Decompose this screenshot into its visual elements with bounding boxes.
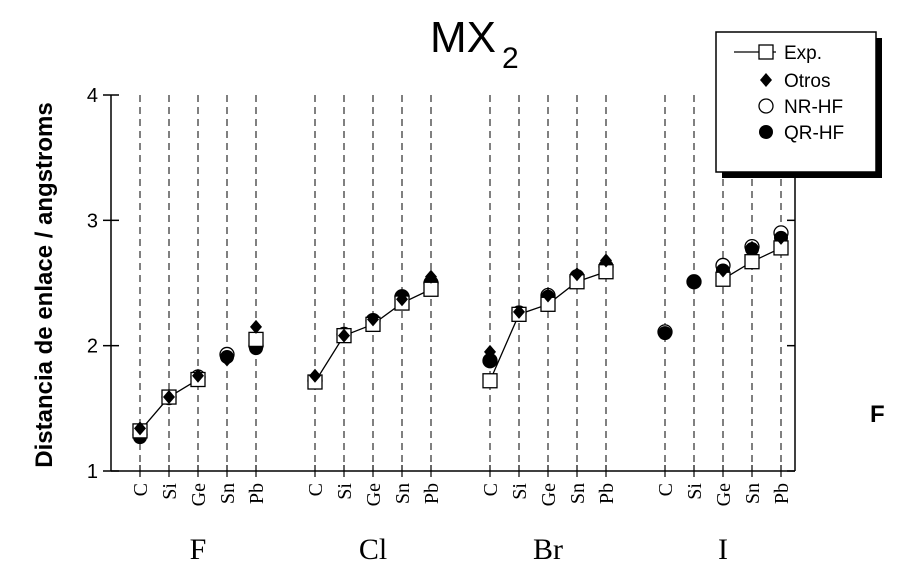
- point-otros: [513, 304, 525, 319]
- group-label: F: [190, 533, 207, 566]
- x-tick-label: Si: [509, 483, 531, 500]
- group-label: I: [718, 533, 728, 566]
- point-otros: [338, 328, 350, 343]
- point-qr-hf: [687, 274, 701, 289]
- point-otros: [542, 288, 554, 303]
- point-otros: [717, 263, 729, 278]
- legend-marker: [758, 44, 774, 60]
- x-tick-label: Ge: [363, 483, 385, 506]
- point-exp: [482, 373, 498, 389]
- legend-marker: [759, 125, 773, 139]
- x-tick-label: C: [130, 483, 152, 496]
- group-label: Br: [533, 533, 563, 566]
- legend: Exp. Otros NR-HF QR-HF: [715, 31, 882, 178]
- x-tick-label: Sn: [217, 483, 239, 504]
- x-tick-label: Ge: [538, 483, 560, 506]
- point-otros: [746, 240, 758, 255]
- point-otros: [600, 253, 612, 268]
- x-tick-label: Ge: [188, 483, 210, 506]
- y-tick-label: 1: [87, 461, 98, 483]
- point-otros: [484, 344, 496, 359]
- grid-lines: [139, 95, 782, 471]
- x-tick-label: Pb: [596, 483, 618, 504]
- legend-marker: [760, 73, 772, 87]
- y-tick-label: 2: [87, 336, 98, 358]
- x-tick-label: Sn: [567, 483, 589, 504]
- x-tick-label: Pb: [421, 483, 443, 504]
- point-otros: [367, 312, 379, 327]
- x-tick-label: C: [305, 483, 327, 496]
- group-labels: F Cl Br I: [190, 533, 728, 566]
- chart-title-subscript: 2: [502, 42, 519, 75]
- point-otros: [163, 390, 175, 405]
- legend-marker: [758, 98, 774, 114]
- annotation-letter: F: [870, 401, 885, 428]
- y-tick-label: 4: [87, 85, 98, 107]
- x-tick-label: Si: [684, 483, 706, 500]
- x-tick-label: C: [655, 483, 677, 496]
- point-otros: [134, 421, 146, 436]
- x-tick-label: Si: [334, 483, 356, 500]
- point-otros: [425, 269, 437, 284]
- x-tick-label: C: [480, 483, 502, 496]
- x-tick-label: Pb: [246, 483, 268, 504]
- point-otros: [396, 292, 408, 307]
- x-tick-label: Sn: [742, 483, 764, 504]
- series-marks: [132, 225, 789, 445]
- y-axis-label: Distancia de enlace / angstroms: [31, 102, 58, 467]
- point-qr-hf: [483, 353, 497, 368]
- point-otros: [221, 352, 233, 367]
- x-tick-label: Ge: [713, 483, 735, 506]
- x-tick-labels: C Si Ge Sn Pb C Si Ge Sn Pb C Si Ge Sn Pb C Si Ge Sn Pb: [130, 465, 793, 506]
- legend-label: Exp.: [784, 43, 822, 64]
- legend-label: Otros: [784, 71, 830, 92]
- x-tick-label: Sn: [392, 483, 414, 504]
- x-tick-label: Pb: [771, 483, 793, 504]
- point-otros: [571, 267, 583, 282]
- point-otros: [309, 368, 321, 383]
- point-otros: [192, 368, 204, 383]
- legend-label: NR-HF: [784, 97, 843, 118]
- point-otros: [250, 319, 262, 334]
- legend-box: [715, 31, 877, 173]
- point-qr-hf: [658, 326, 672, 341]
- point-otros: [775, 230, 787, 245]
- x-tick-label: Si: [159, 483, 181, 500]
- point-exp: [248, 331, 264, 348]
- y-tick-label: 3: [87, 210, 98, 232]
- point-exp: [423, 281, 439, 297]
- chart-title: MX: [430, 13, 496, 62]
- legend-label: QR-HF: [784, 123, 844, 144]
- point-exp: [744, 254, 760, 270]
- group-label: Cl: [359, 533, 387, 566]
